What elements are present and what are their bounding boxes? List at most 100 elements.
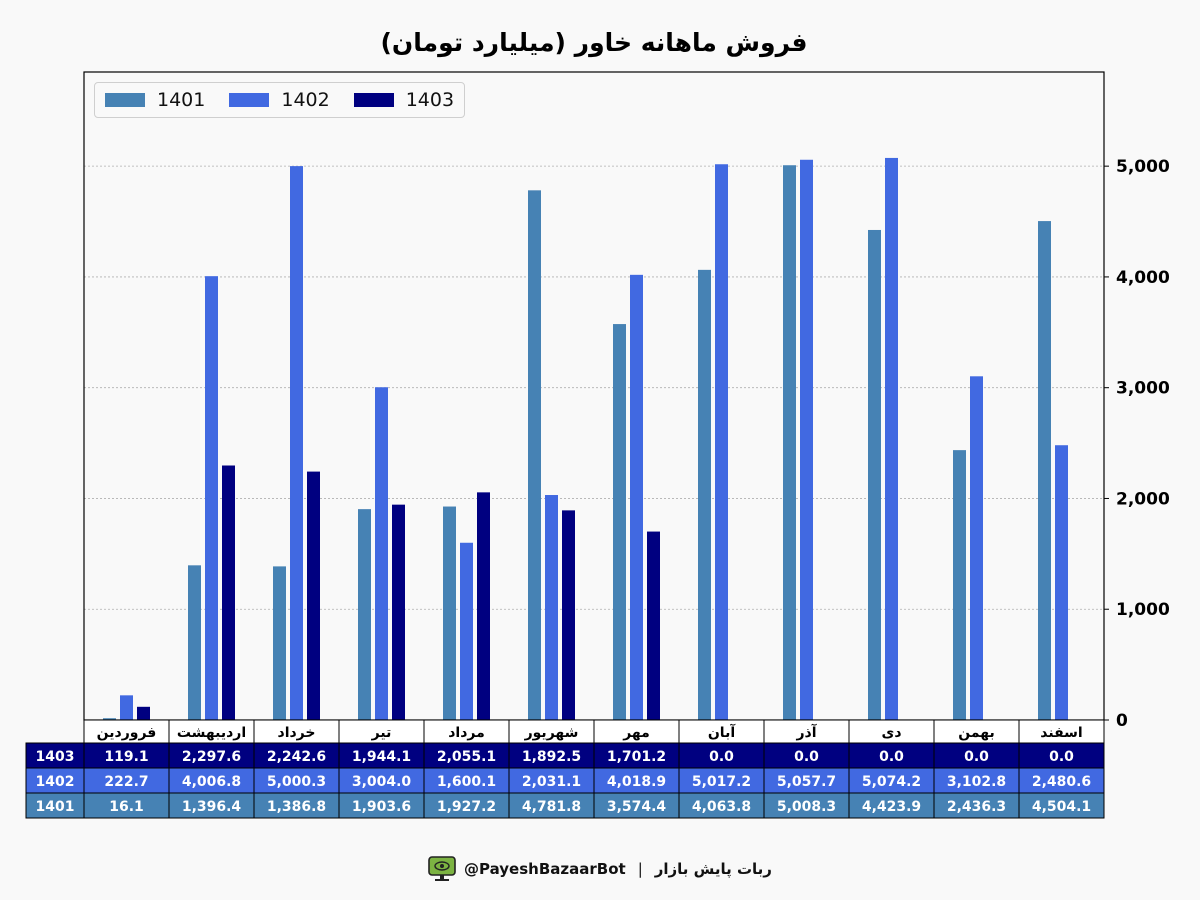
table-cell bbox=[1018, 742, 1105, 769]
table-row-label: 1401 bbox=[36, 799, 75, 815]
bar-1402-3 bbox=[375, 387, 388, 720]
bar-1401-10 bbox=[953, 450, 966, 720]
y-tick-label: 3,000 bbox=[1116, 379, 1170, 399]
data-label-1401-9: 4,423.9 bbox=[862, 799, 921, 815]
bar-1403-5 bbox=[562, 510, 575, 720]
y-tick-label: 2,000 bbox=[1116, 489, 1170, 509]
data-label-1401-1: 1,396.4 bbox=[182, 799, 242, 815]
legend-item-1401: 1401 bbox=[105, 89, 205, 111]
table-cell bbox=[253, 767, 340, 794]
bar-1401-1 bbox=[188, 565, 201, 720]
bar-1403-3 bbox=[392, 504, 405, 720]
data-label-1402-5: 2,031.1 bbox=[522, 774, 581, 790]
bar-1401-4 bbox=[443, 506, 456, 720]
bar-1402-2 bbox=[290, 166, 303, 721]
legend-swatch-1402 bbox=[229, 93, 270, 107]
table-cell bbox=[593, 742, 680, 769]
data-label-1402-11: 2,480.6 bbox=[1032, 774, 1091, 790]
x-tick-label: اسفند bbox=[1040, 725, 1082, 741]
data-label-1401-10: 2,436.3 bbox=[947, 799, 1006, 815]
y-tick-label: 1,000 bbox=[1116, 600, 1170, 620]
legend-item-1403: 1403 bbox=[353, 89, 454, 111]
legend-swatch-1401 bbox=[105, 93, 145, 107]
bar-1401-7 bbox=[698, 269, 711, 720]
data-label-1403-11: 0.0 bbox=[1049, 749, 1074, 765]
bar-1401-0 bbox=[103, 718, 116, 720]
bar-1401-2 bbox=[273, 566, 286, 720]
bar-1401-6 bbox=[613, 324, 626, 720]
data-label-1401-7: 4,063.8 bbox=[692, 799, 751, 815]
data-label-1401-0: 16.1 bbox=[109, 799, 144, 815]
bar-1402-7 bbox=[715, 164, 728, 721]
data-label-1401-4: 1,927.2 bbox=[437, 799, 496, 815]
table-cell bbox=[168, 792, 255, 819]
x-tick-label: تیر bbox=[371, 725, 392, 741]
data-label-1402-3: 3,004.0 bbox=[352, 774, 412, 790]
data-label-1401-8: 5,008.3 bbox=[777, 799, 836, 815]
table-cell bbox=[508, 742, 595, 769]
table-cell bbox=[253, 742, 340, 769]
footer-handle[interactable]: @PayeshBazaarBot bbox=[464, 860, 626, 878]
chart-legend: 1401 1402 1403 bbox=[94, 82, 466, 118]
bar-1402-9 bbox=[885, 157, 898, 721]
table-cell bbox=[83, 767, 170, 794]
data-label-1402-8: 5,057.7 bbox=[777, 774, 836, 790]
table-cell bbox=[763, 792, 850, 819]
x-tick-label: آبان bbox=[708, 723, 736, 741]
x-tick-label: شهریور bbox=[524, 725, 579, 741]
bar-1402-6 bbox=[630, 274, 643, 720]
table-cell bbox=[593, 767, 680, 794]
data-label-1402-10: 3,102.8 bbox=[947, 774, 1006, 790]
monitor-eye-icon bbox=[428, 856, 456, 881]
table-cell bbox=[168, 767, 255, 794]
data-label-1402-0: 222.7 bbox=[104, 774, 148, 790]
footer-credit: @PayeshBazaarBot | ربات پایش بازار bbox=[0, 856, 1200, 882]
x-tick-label: آذر bbox=[795, 723, 817, 741]
table-row-label: 1402 bbox=[36, 774, 75, 790]
data-label-1401-11: 4,504.1 bbox=[1032, 799, 1091, 815]
x-tick-label: مهر bbox=[622, 725, 650, 741]
bar-1401-8 bbox=[783, 165, 796, 720]
table-cell bbox=[168, 742, 255, 769]
data-label-1403-2: 2,242.6 bbox=[267, 749, 326, 765]
data-label-1401-6: 3,574.4 bbox=[607, 799, 667, 815]
y-tick-label: 0 bbox=[1116, 711, 1128, 731]
data-label-1403-1: 2,297.6 bbox=[182, 749, 241, 765]
table-row-label: 1403 bbox=[36, 749, 75, 765]
bar-1403-0 bbox=[137, 706, 150, 720]
data-label-1403-6: 1,701.2 bbox=[607, 749, 666, 765]
data-label-1403-3: 1,944.1 bbox=[352, 749, 411, 765]
data-label-1403-9: 0.0 bbox=[879, 749, 904, 765]
data-label-1402-4: 1,600.1 bbox=[437, 774, 496, 790]
table-cell bbox=[1018, 792, 1105, 819]
plot-area bbox=[84, 72, 1104, 720]
data-label-1402-7: 5,017.2 bbox=[692, 774, 751, 790]
table-cell bbox=[763, 767, 850, 794]
bar-1401-5 bbox=[528, 190, 541, 721]
data-label-1403-0: 119.1 bbox=[104, 749, 148, 765]
x-tick-label: بهمن bbox=[958, 725, 994, 741]
table-cell bbox=[933, 767, 1020, 794]
bar-1402-1 bbox=[205, 276, 218, 720]
y-tick-label: 4,000 bbox=[1116, 268, 1170, 288]
bar-1403-6 bbox=[647, 531, 660, 720]
data-label-1403-10: 0.0 bbox=[964, 749, 989, 765]
bar-1401-11 bbox=[1038, 221, 1051, 721]
data-label-1402-9: 5,074.2 bbox=[862, 774, 921, 790]
bar-1403-2 bbox=[307, 471, 320, 720]
x-tick-label: اردیبهشت bbox=[177, 725, 246, 741]
y-tick-label: 5,000 bbox=[1116, 157, 1170, 177]
chart-title: فروش ماهانه خاور (میلیارد تومان) bbox=[380, 28, 808, 57]
x-tick-label: دی bbox=[881, 725, 901, 741]
table-cell bbox=[423, 767, 510, 794]
bar-1402-0 bbox=[120, 695, 133, 720]
table-row-label-cell bbox=[25, 792, 85, 819]
bar-1403-4 bbox=[477, 492, 490, 720]
legend-label-1402: 1402 bbox=[281, 89, 330, 111]
footer-separator: | bbox=[637, 860, 643, 878]
table-cell bbox=[1018, 767, 1105, 794]
data-label-1401-5: 4,781.8 bbox=[522, 799, 581, 815]
data-label-1403-7: 0.0 bbox=[709, 749, 734, 765]
bar-1401-9 bbox=[868, 229, 881, 720]
